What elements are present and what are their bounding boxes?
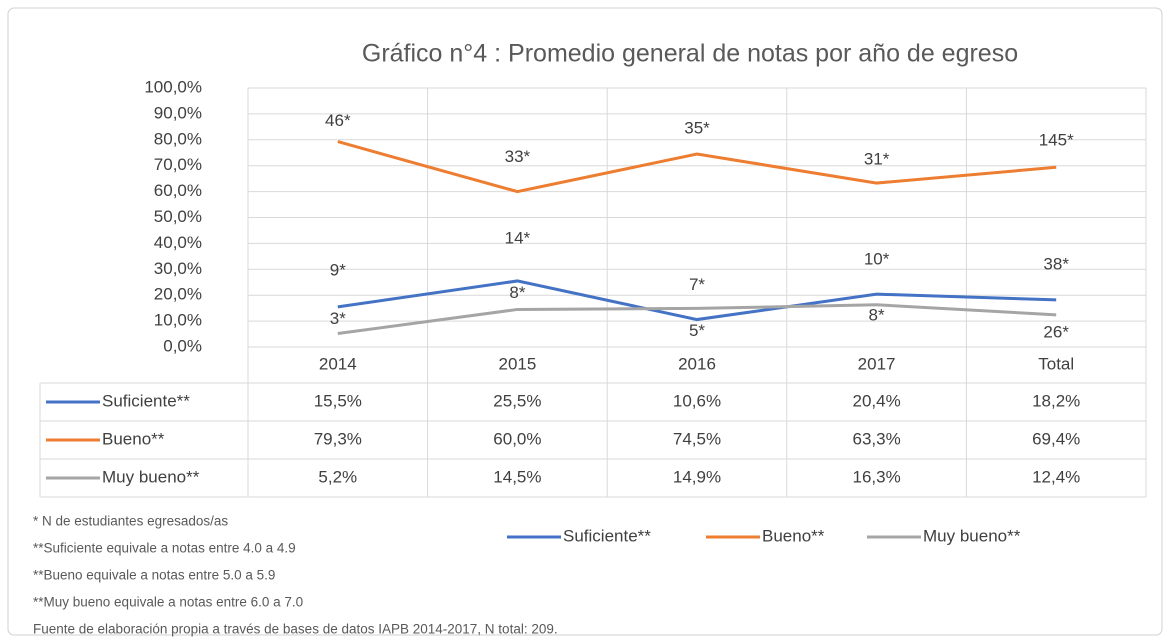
chart-title: Gráfico n°4 : Promedio general de notas … [362, 40, 1018, 68]
count-label: 35* [684, 119, 710, 138]
count-label: 8* [869, 305, 885, 324]
table-cell: 63,3% [852, 429, 900, 448]
footnote: **Suficiente equivale a notas entre 4.0 … [33, 541, 296, 556]
y-tick-label: 40,0% [154, 233, 202, 252]
count-label: 31* [864, 150, 890, 169]
table-cell: 60,0% [493, 429, 541, 448]
count-label: 9* [330, 260, 346, 279]
y-tick-label: 10,0% [154, 311, 202, 330]
footnote: **Muy bueno equivale a notas entre 6.0 a… [33, 595, 303, 610]
table-cell: 18,2% [1032, 391, 1080, 410]
x-tick-label: 2017 [858, 354, 896, 373]
series-line [337, 279, 1057, 322]
table-series-name: Muy bueno** [102, 467, 200, 486]
count-label: 8* [509, 283, 525, 302]
series-line [337, 140, 1057, 194]
footnote: Fuente de elaboración propia a través de… [33, 622, 558, 637]
table-series-name: Suficiente** [102, 391, 190, 410]
x-tick-label: 2016 [678, 354, 716, 373]
table-cell: 69,4% [1032, 429, 1080, 448]
table-cell: 20,4% [852, 391, 900, 410]
count-label: 7* [689, 275, 705, 294]
table-cell: 74,5% [673, 429, 721, 448]
table-cell: 25,5% [493, 391, 541, 410]
y-tick-label: 80,0% [154, 129, 202, 148]
count-label: 10* [864, 250, 890, 269]
table-cell: 14,9% [673, 467, 721, 486]
x-tick-label: 2015 [498, 354, 536, 373]
count-label: 5* [689, 321, 705, 340]
y-tick-label: 0,0% [163, 336, 202, 355]
x-tick-label: Total [1038, 354, 1074, 373]
legend-label: Muy bueno** [923, 526, 1021, 545]
count-label: 38* [1043, 254, 1069, 273]
y-tick-label: 100,0% [144, 77, 202, 96]
series-line [337, 303, 1057, 336]
y-tick-label: 60,0% [154, 181, 202, 200]
table-cell: 12,4% [1032, 467, 1080, 486]
legend-label: Suficiente** [563, 526, 651, 545]
table-cell: 5,2% [318, 467, 357, 486]
count-label: 3* [330, 309, 346, 328]
y-tick-label: 30,0% [154, 259, 202, 278]
table-cell: 10,6% [673, 391, 721, 410]
footnote: **Bueno equivale a notas entre 5.0 a 5.9 [33, 568, 275, 583]
y-tick-label: 50,0% [154, 207, 202, 226]
legend-label: Bueno** [762, 526, 825, 545]
table-cell: 79,3% [314, 429, 362, 448]
y-tick-label: 90,0% [154, 103, 202, 122]
y-tick-label: 20,0% [154, 285, 202, 304]
count-label: 33* [505, 147, 531, 166]
table-cell: 16,3% [852, 467, 900, 486]
x-tick-label: 2014 [319, 354, 357, 373]
table-series-name: Bueno** [102, 429, 165, 448]
table-cell: 15,5% [314, 391, 362, 410]
table-cell: 14,5% [493, 467, 541, 486]
y-tick-label: 70,0% [154, 155, 202, 174]
count-label: 46* [325, 111, 351, 130]
footnote: * N de estudiantes egresados/as [33, 514, 228, 529]
count-label: 145* [1039, 131, 1074, 150]
count-label: 26* [1043, 322, 1069, 341]
count-label: 14* [505, 228, 531, 247]
